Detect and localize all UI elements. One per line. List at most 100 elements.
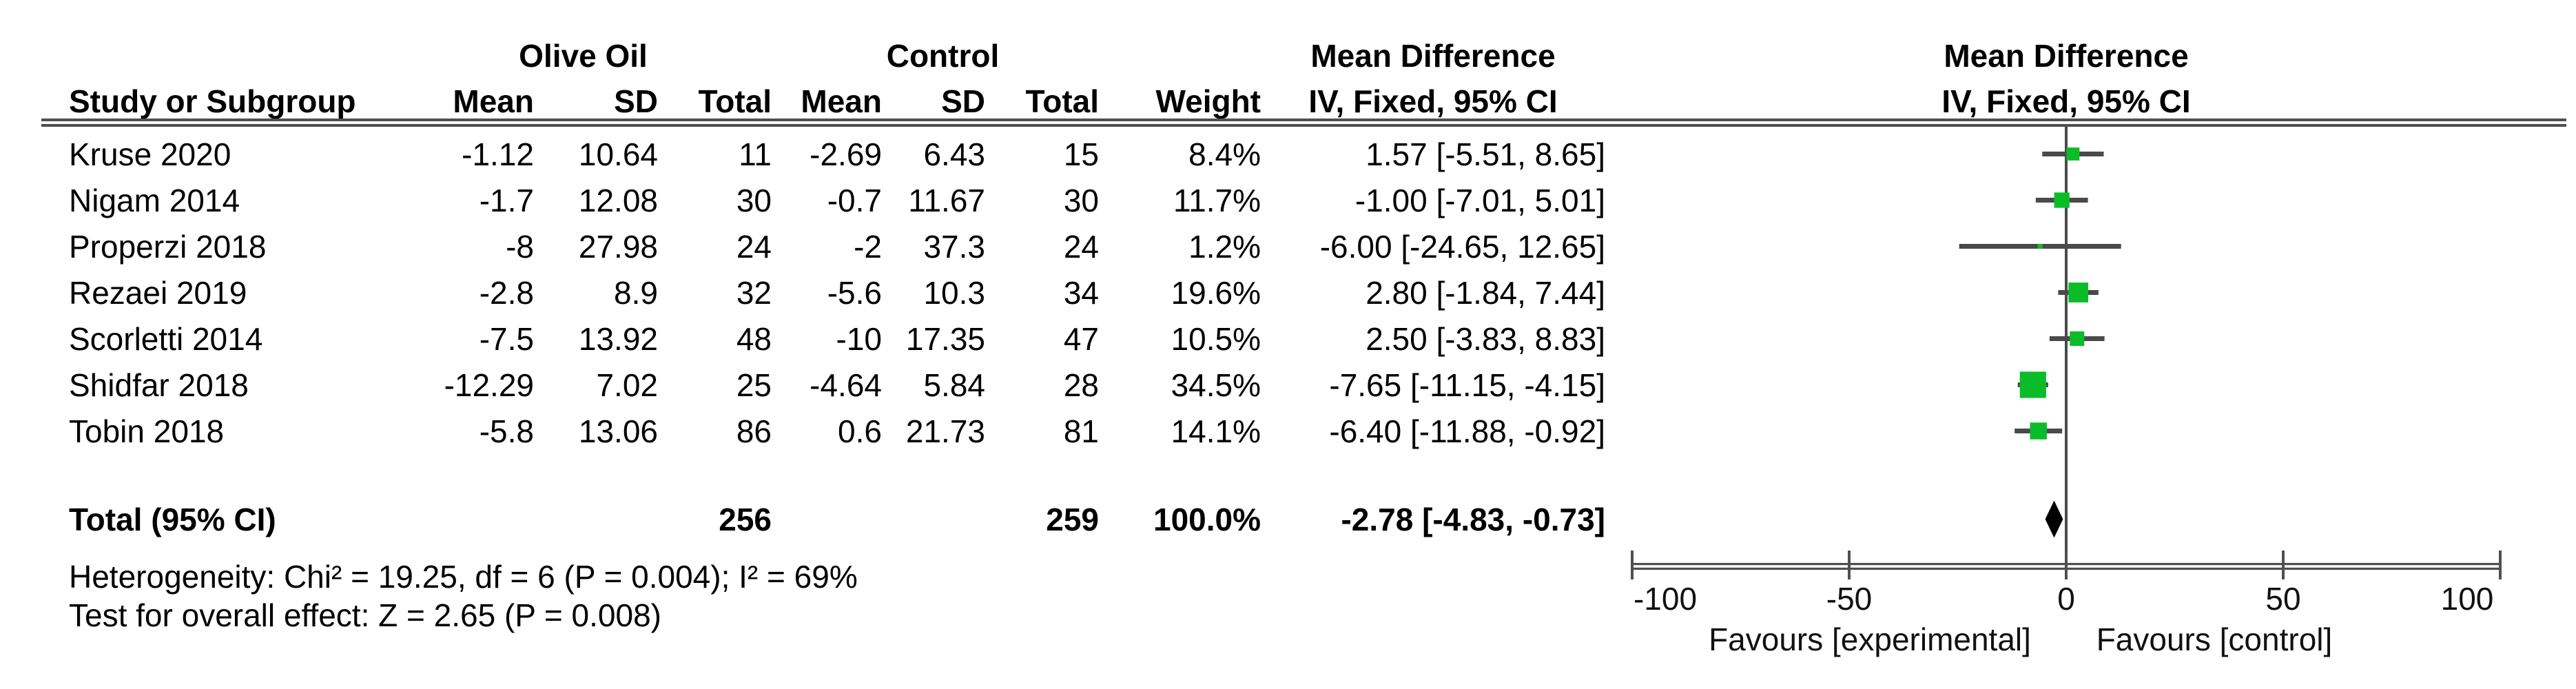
total-value: 24	[736, 228, 772, 265]
study-name: Nigam 2014	[69, 182, 240, 218]
total-column-header: Total	[1025, 83, 1099, 119]
mean-value: -2.8	[479, 274, 534, 311]
favours-left-label: Favours [experimental]	[1709, 621, 2031, 657]
total1-value: 256	[719, 501, 772, 537]
effect-marker	[2068, 282, 2089, 302]
ci-text: -1.00 [-7.01, 5.01]	[1354, 182, 1605, 218]
mean-value: -5.6	[827, 274, 882, 311]
sd-value: 8.9	[614, 274, 658, 311]
header-rule	[41, 119, 2566, 127]
group2-label: Control	[886, 38, 1000, 74]
axis-tick-label: 0	[2057, 581, 2075, 617]
total2-value: 259	[1046, 501, 1099, 537]
axis-tick	[2282, 551, 2285, 579]
study-name: Kruse 2020	[69, 136, 231, 172]
total-value: 32	[736, 274, 772, 311]
axis-tick-label: 50	[2265, 581, 2300, 617]
total-value: 47	[1063, 320, 1099, 357]
total-value: 30	[1063, 182, 1099, 218]
weight-value: 1.2%	[1188, 228, 1261, 265]
summary-diamond	[2045, 500, 2063, 538]
mean-value: -7.5	[479, 320, 534, 357]
sd-value: 10.64	[578, 136, 658, 172]
mean-value: -2.69	[810, 136, 882, 172]
total-row: Total (95% CI) 256 259 100.0% -2.78 [-4.…	[69, 496, 2576, 542]
effect-marker	[2019, 371, 2046, 398]
column-header-row: Study or Subgroup Mean SD Total Mean SD …	[69, 83, 2576, 119]
sd-value: 13.92	[578, 320, 658, 357]
table-row: Properzi 2018 -8 27.98 24 -2 37.3 24 1.2% -6.00 …	[69, 223, 2576, 269]
axis-tick-label: 100	[2441, 581, 2494, 617]
total-ci-text: -2.78 [-4.83, -0.73]	[1341, 501, 1605, 537]
weight-value: 34.5%	[1171, 367, 1261, 403]
total-value: 48	[736, 320, 772, 357]
total-value: 24	[1063, 228, 1099, 265]
sd-value: 12.08	[578, 182, 658, 218]
total-value: 15	[1063, 136, 1099, 172]
total-value: 30	[736, 182, 772, 218]
mean-value: -1.7	[479, 182, 534, 218]
study-name: Rezaei 2019	[69, 274, 247, 311]
total-value: 86	[736, 413, 772, 449]
total-value: 34	[1063, 274, 1099, 311]
axis-tick-label: -100	[1634, 581, 1697, 617]
sd-value: 6.43	[923, 136, 985, 172]
plot-subtitle: IV, Fixed, 95% CI	[1941, 83, 2191, 119]
total-value: 25	[736, 367, 772, 403]
mean-value: -2	[854, 228, 882, 265]
plot-title: Mean Difference	[1944, 38, 2189, 74]
effect-marker	[2070, 331, 2085, 347]
mean-value: -5.8	[479, 413, 534, 449]
total-value: 28	[1063, 367, 1099, 403]
ci-text: 1.57 [-5.51, 8.65]	[1366, 136, 1605, 172]
mean-value: -12.29	[444, 367, 534, 403]
heterogeneity-note: Heterogeneity: Chi² = 19.25, df = 6 (P =…	[69, 559, 858, 595]
weight-value: 10.5%	[1171, 320, 1261, 357]
weight-value: 19.6%	[1171, 274, 1261, 311]
table-row: Rezaei 2019 -2.8 8.9 32 -5.6 10.3 34 19.6% 2.80 …	[69, 269, 2576, 316]
mean-value: -1.12	[462, 136, 534, 172]
overall-effect-note: Test for overall effect: Z = 2.65 (P = 0…	[69, 597, 661, 633]
study-name: Scorletti 2014	[69, 320, 263, 357]
weight-value: 11.7%	[1173, 182, 1261, 218]
sd-value: 37.3	[923, 228, 985, 265]
group1-label: Olive Oil	[519, 38, 648, 74]
study-name: Tobin 2018	[69, 413, 225, 449]
sd-value: 13.06	[578, 413, 658, 449]
mean-column-header: Mean	[801, 83, 882, 119]
sd-value: 11.67	[908, 182, 985, 218]
total-row-label: Total (95% CI)	[69, 501, 276, 537]
effect-column-subtitle: IV, Fixed, 95% CI	[1308, 83, 1558, 119]
sd-value: 21.73	[905, 413, 985, 449]
sd-value: 17.35	[905, 320, 985, 357]
sd-value: 10.3	[923, 274, 985, 311]
total-weight-value: 100.0%	[1153, 501, 1261, 537]
sd-value: 5.84	[923, 367, 985, 403]
effect-marker	[2037, 243, 2043, 249]
effect-marker	[2054, 192, 2070, 208]
weight-column-header: Weight	[1155, 83, 1261, 119]
zero-line	[2065, 127, 2068, 566]
axis-tick-label: -50	[1826, 581, 1872, 617]
table-row: Tobin 2018 -5.8 13.06 86 0.6 21.73 81 14.1% -6.4…	[69, 408, 2576, 454]
effect-marker	[2066, 147, 2080, 161]
axis-tick	[1631, 551, 1634, 579]
axis-tick	[2499, 551, 2502, 579]
mean-value: -0.7	[827, 182, 882, 218]
table-row: Nigam 2014 -1.7 12.08 30 -0.7 11.67 30 11.7% -1.…	[69, 177, 2576, 223]
favours-right-label: Favours [control]	[2096, 621, 2333, 657]
table-row: Shidfar 2018 -12.29 7.02 25 -4.64 5.84 28 34.5%…	[69, 362, 2576, 408]
weight-value: 8.4%	[1188, 136, 1261, 172]
sd-column-header: SD	[941, 83, 985, 119]
study-column-header: Study or Subgroup	[69, 83, 356, 119]
ci-text: 2.50 [-3.83, 8.83]	[1366, 320, 1605, 357]
ci-text: -6.00 [-24.65, 12.65]	[1319, 228, 1605, 265]
table-row: Kruse 2020 -1.12 10.64 11 -2.69 6.43 15 8.4% 1.5…	[69, 131, 2576, 177]
ci-text: 2.80 [-1.84, 7.44]	[1366, 274, 1605, 311]
effect-column-title: Mean Difference	[1310, 38, 1556, 74]
group-header-row: Olive Oil Control Mean Difference Mean D…	[69, 38, 2576, 74]
ci-text: -6.40 [-11.88, -0.92]	[1329, 413, 1605, 449]
mean-value: -10	[836, 320, 882, 357]
table-row: Scorletti 2014 -7.5 13.92 48 -10 17.35 47 10.5%…	[69, 316, 2576, 362]
